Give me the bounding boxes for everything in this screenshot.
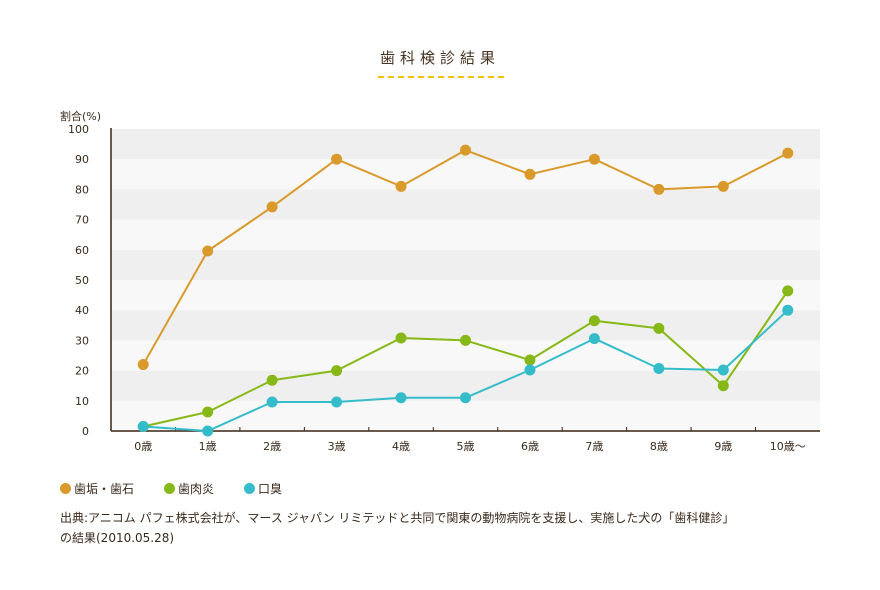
y-tick-label: 40 — [75, 304, 89, 317]
x-tick-label: 1歳 — [199, 440, 217, 453]
y-tick-label: 90 — [75, 153, 89, 166]
data-point — [266, 396, 278, 408]
data-point — [395, 180, 407, 192]
data-point — [331, 365, 343, 377]
x-tick-label: 4歳 — [392, 440, 410, 453]
x-tick-label: 10歳〜 — [770, 440, 806, 453]
legend-dot-icon — [60, 483, 71, 494]
x-tick-label: 0歳 — [134, 440, 152, 453]
grid-band — [111, 159, 820, 190]
data-point — [782, 147, 794, 159]
legend-label: 歯肉炎 — [178, 482, 215, 496]
y-tick-label: 100 — [68, 123, 89, 136]
line-chart: 0 10 20 30 40 50 60 70 80 90 100 0歳 1歳 2歳 3歳 4歳 5歳 6歳 7歳 8… — [68, 123, 820, 453]
x-axis-ticks: 0歳 1歳 2歳 3歳 4歳 5歳 6歳 7歳 8歳 9歳 10歳〜 — [134, 427, 806, 453]
legend-label: 歯垢・歯石 — [74, 482, 135, 496]
grid-band — [111, 219, 820, 250]
data-point — [524, 364, 536, 376]
data-point — [460, 392, 471, 404]
x-tick-label: 9歳 — [714, 440, 732, 453]
data-point — [782, 304, 794, 316]
data-point — [266, 374, 278, 386]
data-point — [331, 153, 343, 165]
legend-dot-icon — [244, 483, 256, 494]
data-point — [588, 153, 600, 165]
y-tick-label: 60 — [75, 244, 89, 257]
data-point — [653, 183, 665, 195]
chart-title: 歯科検診結果 — [379, 49, 500, 67]
y-tick-label: 10 — [75, 395, 89, 408]
legend-label: 口臭 — [258, 482, 283, 496]
data-point — [137, 359, 149, 371]
source-note: 出典:アニコム パフェ株式会社が、マース ジャパン リミテッドと共同で関東の動物… — [60, 508, 840, 548]
grid-band — [111, 249, 820, 280]
data-point — [524, 168, 536, 180]
grid-band — [111, 400, 820, 431]
axes — [110, 128, 820, 432]
x-tick-label: 8歳 — [650, 440, 668, 453]
data-point — [202, 406, 214, 418]
y-tick-label: 0 — [82, 425, 89, 438]
x-tick-label: 6歳 — [521, 440, 539, 453]
grid-band — [111, 280, 820, 311]
data-point — [717, 380, 729, 392]
data-point — [266, 201, 278, 213]
data-point — [202, 425, 214, 437]
legend-item-bad-breath: 口臭 — [244, 480, 282, 497]
x-tick-label: 5歳 — [457, 440, 475, 453]
source-note-line-1: 出典:アニコム パフェ株式会社が、マース ジャパン リミテッドと共同で関東の動物… — [60, 511, 735, 525]
data-point — [395, 332, 407, 344]
data-point — [524, 354, 536, 366]
legend: 歯垢・歯石 歯肉炎 口臭 — [60, 480, 282, 497]
data-point — [717, 364, 729, 376]
legend-dot-icon — [164, 483, 176, 494]
data-point — [460, 334, 471, 346]
data-point — [395, 392, 407, 404]
data-point — [460, 144, 471, 156]
data-point — [202, 245, 214, 257]
data-point — [137, 420, 149, 432]
y-tick-label: 20 — [75, 365, 89, 378]
grid-band — [111, 189, 820, 220]
grid-bands — [111, 129, 820, 431]
data-point — [653, 362, 665, 374]
data-point — [331, 396, 343, 408]
title-underline — [378, 76, 504, 78]
data-point — [653, 322, 665, 334]
x-tick-label: 3歳 — [328, 440, 346, 453]
data-point — [717, 180, 729, 192]
y-axis-ticks: 0 10 20 30 40 50 60 70 80 90 100 — [68, 123, 89, 438]
x-tick-label: 7歳 — [585, 440, 603, 453]
y-tick-label: 30 — [75, 334, 89, 347]
y-tick-label: 80 — [75, 183, 89, 196]
data-point — [588, 315, 600, 327]
y-tick-label: 50 — [75, 274, 89, 287]
data-point — [782, 285, 794, 297]
legend-item-tartar: 歯垢・歯石 — [60, 480, 134, 497]
data-point — [588, 333, 600, 345]
y-tick-label: 70 — [75, 214, 89, 227]
legend-item-gingivitis: 歯肉炎 — [164, 480, 214, 497]
source-note-line-2: の結果(2010.05.28) — [60, 531, 175, 545]
x-tick-label: 2歳 — [263, 440, 281, 453]
series-points — [137, 144, 794, 437]
y-axis-unit-label: 割合(%) — [60, 110, 102, 123]
